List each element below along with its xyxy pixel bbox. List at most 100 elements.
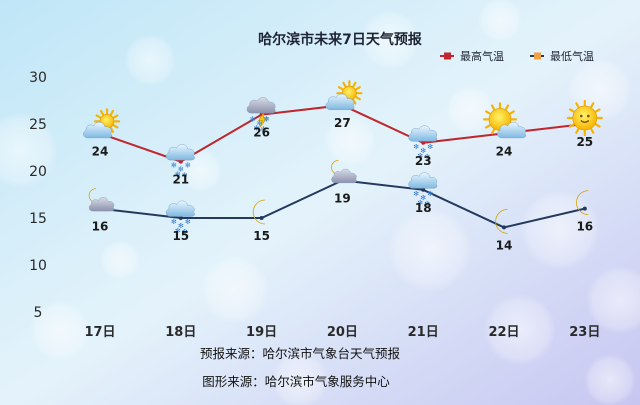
- bokeh-circle: [124, 34, 176, 86]
- data-labels: 24 21 26 27 23 24 25 16 15 15 19 18 14 16: [92, 116, 594, 252]
- legend-item: 最高气温: [440, 49, 504, 63]
- x-tick-label: 21日: [408, 325, 439, 340]
- legend-label: 最低气温: [550, 49, 594, 63]
- bokeh-circle: [272, 352, 328, 405]
- data-label: 26: [253, 126, 270, 140]
- svg-text:✻: ✻: [424, 200, 430, 208]
- sun-cloud-icon: [482, 102, 527, 139]
- snow-cloud-icon: ✻ ✻ ✻✻ ✻: [165, 200, 196, 236]
- svg-text:✻: ✻: [257, 120, 263, 128]
- svg-text:✻: ✻: [417, 199, 423, 207]
- moon-icon: [252, 199, 266, 225]
- bokeh-circle: [0, 112, 58, 188]
- svg-text:✻: ✻: [178, 222, 184, 230]
- data-label: 27: [334, 116, 351, 130]
- y-tick-label: 25: [29, 117, 47, 133]
- bokeh-circle: [388, 208, 472, 292]
- legend-item: 最低气温: [530, 49, 594, 63]
- svg-text:✻: ✻: [171, 218, 177, 226]
- data-point: [421, 140, 426, 145]
- legend-marker: [534, 52, 541, 60]
- snow-cloud-icon: ✻ ✻ ✻✻ ✻: [408, 125, 438, 161]
- data-label: 23: [415, 154, 432, 168]
- chart-title: 哈尔滨市未来7日天气预报: [258, 31, 422, 48]
- svg-text:✻: ✻: [427, 143, 433, 151]
- partly-cloudy-icon: [82, 108, 121, 139]
- data-point: [178, 216, 183, 220]
- x-tick-label: 18日: [165, 325, 196, 340]
- data-label: 16: [92, 220, 109, 234]
- bokeh-circle: [446, 86, 494, 134]
- legend: 最高气温 最低气温: [440, 49, 594, 63]
- bokeh-circle: [478, 0, 522, 42]
- svg-text:✻: ✻: [264, 116, 270, 124]
- moon-cloud-icon: [88, 188, 115, 212]
- svg-text:✻: ✻: [261, 126, 267, 134]
- forecast-source: 预报来源：哈尔滨市气象台天气预报: [200, 346, 401, 361]
- weather-icons: ✻ ✻ ✻✻ ✻✻ ✻ ✻✻ ✻✻ ✻ ✻✻ ✻✻ ✻ ✻✻ ✻✻ ✻ ✻✻ ✻: [82, 80, 603, 236]
- y-tick-label: 15: [29, 211, 47, 227]
- snow-cloud-icon: ✻ ✻ ✻✻ ✻: [165, 144, 196, 180]
- bokeh-circle: [30, 300, 90, 360]
- svg-text:✻: ✻: [171, 162, 177, 170]
- svg-text:✻: ✻: [413, 143, 419, 151]
- data-label: 24: [92, 144, 109, 158]
- bokeh-circle: [360, 10, 420, 70]
- bokeh-circle: [484, 294, 556, 366]
- thunder-snow-icon: ✻ ✻ ✻✻ ✻: [246, 97, 276, 134]
- moon-icon: [495, 209, 508, 234]
- svg-text:✻: ✻: [424, 153, 430, 161]
- data-point: [502, 225, 506, 230]
- snow-cloud-icon: ✻ ✻ ✻✻ ✻: [408, 172, 438, 208]
- svg-text:✻: ✻: [420, 194, 426, 202]
- legend-label: 最高气温: [460, 49, 504, 63]
- bokeh-circle: [324, 114, 376, 166]
- y-tick-label: 20: [29, 164, 47, 180]
- sun-icon: [566, 99, 603, 137]
- moon-cloud-icon: [331, 160, 357, 184]
- svg-text:✻: ✻: [250, 116, 256, 124]
- svg-text:✻: ✻: [185, 162, 191, 170]
- bokeh-circle: [586, 266, 640, 334]
- svg-text:✻: ✻: [175, 227, 181, 235]
- x-tick-label: 22日: [488, 325, 519, 340]
- data-point: [421, 187, 426, 192]
- svg-text:✻: ✻: [420, 147, 426, 155]
- legend-marker: [444, 52, 451, 60]
- data-label: 25: [576, 135, 593, 149]
- data-point: [178, 159, 183, 164]
- svg-text:✻: ✻: [182, 228, 188, 236]
- moon-icon: [576, 190, 589, 215]
- y-tick-label: 10: [29, 258, 47, 274]
- x-axis: 17日 18日 19日 20日 21日 22日 23日: [84, 325, 600, 340]
- data-label: 21: [172, 173, 189, 187]
- svg-text:✻: ✻: [427, 190, 433, 198]
- svg-text:✻: ✻: [254, 125, 260, 133]
- data-label: 14: [496, 238, 513, 252]
- data-label: 18: [415, 201, 432, 215]
- svg-text:✻: ✻: [413, 190, 419, 198]
- data-label: 15: [253, 229, 270, 243]
- bokeh-circle: [100, 240, 140, 280]
- partly-cloudy-icon: [325, 80, 363, 111]
- x-tick-label: 19日: [246, 325, 277, 340]
- data-label: 15: [172, 229, 189, 243]
- bokeh-circle: [584, 354, 636, 405]
- data-point: [259, 216, 264, 220]
- x-tick-label: 23日: [569, 325, 600, 340]
- svg-text:✻: ✻: [175, 171, 181, 179]
- bokeh-circle: [201, 256, 269, 324]
- svg-text:✻: ✻: [417, 152, 423, 160]
- x-tick-label: 17日: [84, 325, 115, 340]
- data-label: 24: [496, 144, 513, 158]
- graphic-source: 图形来源：哈尔滨市气象服务中心: [202, 374, 390, 389]
- svg-text:✻: ✻: [178, 166, 184, 174]
- data-point: [582, 206, 587, 211]
- svg-text:✻: ✻: [182, 172, 188, 180]
- y-tick-label: 30: [29, 70, 47, 86]
- y-tick-label: 5: [34, 305, 43, 321]
- svg-text:✻: ✻: [185, 218, 191, 226]
